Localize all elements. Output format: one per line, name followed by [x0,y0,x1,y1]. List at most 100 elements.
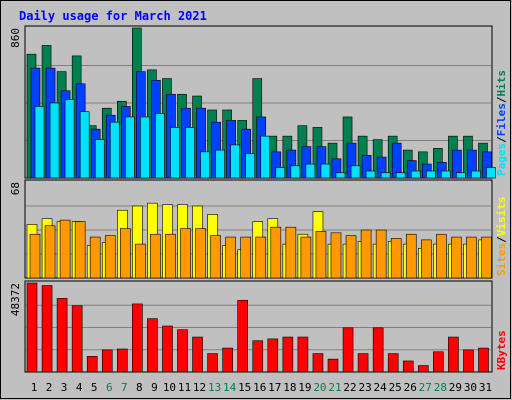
side-legend-files: Files [495,103,508,136]
bar-pages [125,116,135,179]
x-tick-label: 31 [479,381,492,394]
x-tick-label: 12 [193,381,206,394]
bar-kbytes [372,327,384,373]
bar-kbytes [207,353,218,373]
x-tick-label: 26 [404,381,417,394]
bar-kbytes [237,299,248,373]
bar-kbytes [101,349,113,373]
bar-pages [486,167,496,179]
bar-kbytes [86,356,98,373]
bar-kbytes [463,349,474,373]
bar-pages [260,135,271,179]
bar-pages [155,113,165,179]
bar-kbytes [312,353,324,373]
bar-sites [481,236,492,279]
bar-kbytes [117,348,128,373]
bar-sites [44,225,56,279]
bar-pages [34,106,45,179]
x-tick-label: 13 [208,381,221,394]
bar-kbytes [41,285,53,373]
bar-sites [405,233,417,279]
x-tick-label: 14 [223,381,237,394]
bar-kbytes [26,282,38,373]
x-tick-label: 24 [374,381,388,394]
bar-kbytes [433,351,444,373]
bar-pages [425,170,436,179]
x-tick-label: 27 [419,381,432,394]
bar-kbytes [132,303,143,373]
x-tick-label: 15 [238,381,251,394]
x-tick-label: 18 [283,381,296,394]
bar-pages [49,102,60,179]
bar-sites [135,243,146,279]
bar-sites [180,228,191,279]
bar-pages [365,170,376,179]
x-tick-label: 17 [268,381,281,394]
panel-kbytes: 48372 KBytes [9,280,508,373]
bar-sites [74,221,86,279]
bar-pages [350,165,361,179]
bar-pages [335,172,346,179]
x-tick-label: 30 [464,381,477,394]
side-legend-separator: / [495,136,508,143]
bar-kbytes [56,298,68,373]
bar-sites [285,226,297,279]
chart-panels: 860Pages/Files/Hits68Sites/Visits48372KB… [9,25,508,373]
bar-kbytes [162,325,173,373]
side-legend-separator: / [495,236,508,243]
x-tick-label: 3 [61,381,68,394]
bar-sites [300,236,312,279]
x-tick-label: 5 [91,381,98,394]
x-tick-label: 23 [358,381,371,394]
bar-pages [64,99,75,179]
x-tick-label: 1 [31,381,38,394]
y-max-label: 48372 [9,283,22,316]
x-tick-label: 28 [434,381,447,394]
bar-pages [79,111,90,179]
bar-pages [230,144,240,179]
bar-kbytes [192,336,203,373]
bar-kbytes [357,353,369,373]
bar-pages [170,127,180,179]
bar-sites [315,231,327,279]
bar-pages [275,167,286,179]
x-tick-label: 9 [151,381,158,394]
side-legend: Pages/Files/Hits [495,70,508,176]
bar-sites [360,229,372,279]
bar-sites [466,236,477,279]
bar-pages [94,139,105,179]
bar-pages [395,172,406,179]
side-legend-visits: Visits [495,197,508,237]
bar-pages [320,163,331,179]
bar-pages [290,165,301,179]
side-legend-separator: / [495,96,508,103]
x-tick-label: 6 [106,381,113,394]
bar-pages [441,170,451,179]
x-tick-label: 10 [163,381,176,394]
bar-kbytes [147,318,158,373]
bar-kbytes [71,305,83,373]
bar-pages [410,170,421,179]
bar-sites [375,229,387,279]
bar-sites [240,236,251,279]
x-tick-label: 8 [136,381,143,394]
bar-sites [390,238,402,279]
x-tick-label: 22 [343,381,356,394]
x-tick-label: 20 [313,381,326,394]
side-legend: Sites/Visits [495,197,508,277]
x-tick-label: 11 [178,381,191,394]
x-tick-label: 2 [46,381,53,394]
bar-sites [255,236,267,279]
bar-kbytes [402,360,414,373]
bar-pages [305,163,316,179]
bar-pages [215,149,225,179]
bar-pages [471,170,481,179]
bar-sites [165,233,176,279]
bar-sites [225,236,236,279]
bar-sites [104,235,116,279]
bar-kbytes [177,329,188,373]
x-tick-label: 29 [449,381,462,394]
